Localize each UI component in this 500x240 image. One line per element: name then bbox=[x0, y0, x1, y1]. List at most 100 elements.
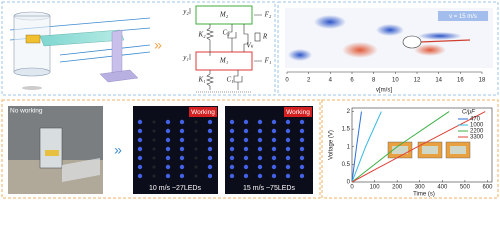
y-tick-label: 0 bbox=[347, 180, 351, 186]
x-tick-label: 600 bbox=[482, 185, 493, 191]
led bbox=[207, 173, 213, 179]
led bbox=[285, 137, 291, 143]
led bbox=[194, 165, 198, 169]
diagram-label: F₂ bbox=[264, 11, 272, 19]
legend-label: 2200 bbox=[470, 129, 484, 135]
panel-frame bbox=[1, 99, 321, 199]
y-axis-label: Voltage (V) bbox=[329, 130, 335, 160]
flow-tick-label: 10 bbox=[392, 78, 399, 84]
diagram-label: F₁ bbox=[264, 57, 272, 65]
led bbox=[194, 120, 198, 124]
led bbox=[207, 137, 213, 143]
led bbox=[243, 137, 249, 143]
inset-screen bbox=[422, 146, 438, 154]
led bbox=[285, 128, 291, 134]
led bbox=[179, 119, 185, 125]
panel-frame bbox=[1, 1, 276, 96]
led bbox=[271, 137, 277, 143]
diagram-label: K₂ bbox=[197, 31, 206, 39]
led bbox=[179, 128, 185, 134]
led bbox=[257, 137, 263, 143]
diagram-label: C₂ bbox=[222, 29, 230, 37]
led bbox=[299, 128, 305, 134]
led bbox=[285, 164, 291, 170]
diagram-label: R bbox=[262, 33, 268, 41]
led bbox=[243, 173, 249, 179]
legend-label: 3300 bbox=[470, 135, 484, 141]
flow-tick-label: 2 bbox=[307, 78, 311, 84]
led bbox=[229, 119, 235, 125]
plot-area bbox=[351, 107, 493, 183]
led bbox=[243, 164, 249, 170]
led bbox=[299, 119, 305, 125]
y-tick-label: 1 bbox=[347, 144, 351, 150]
led bbox=[271, 173, 277, 179]
spring-mass bbox=[189, 5, 262, 93]
series-line bbox=[351, 111, 382, 183]
legend-label: 1000 bbox=[470, 123, 484, 129]
led bbox=[271, 128, 277, 134]
x-tick-label: 200 bbox=[392, 185, 403, 191]
series-line bbox=[351, 111, 362, 183]
led bbox=[137, 164, 143, 170]
led bbox=[229, 173, 235, 179]
led bbox=[194, 147, 198, 151]
led bbox=[271, 119, 277, 125]
figure: » v = 15 m/s v[m/s] bbox=[1, 1, 499, 199]
diagram-label: K₁ bbox=[197, 76, 205, 84]
led bbox=[137, 155, 143, 161]
x-tick-label: 300 bbox=[415, 185, 426, 191]
led bbox=[137, 128, 143, 134]
y-tick-label: 1.5 bbox=[342, 127, 351, 133]
led bbox=[299, 164, 305, 170]
led bbox=[179, 164, 185, 170]
led bbox=[243, 119, 249, 125]
x-tick-label: 100 bbox=[370, 185, 381, 191]
flow-axis-label: v[m/s] bbox=[376, 88, 392, 94]
diagram-label: y₂ bbox=[182, 8, 189, 16]
led bbox=[152, 138, 156, 142]
led bbox=[165, 137, 171, 143]
y-tick-label: 0.5 bbox=[342, 162, 351, 168]
led bbox=[194, 129, 198, 133]
device-schematic bbox=[9, 11, 151, 90]
status-label: Working bbox=[286, 109, 310, 116]
led bbox=[137, 146, 143, 152]
led bbox=[137, 119, 143, 125]
led bbox=[229, 128, 235, 134]
led bbox=[257, 164, 263, 170]
x-tick-label: 500 bbox=[460, 185, 471, 191]
led bbox=[299, 173, 305, 179]
flow-tick-label: 14 bbox=[435, 78, 442, 84]
x-axis-label: Time (s) bbox=[413, 192, 435, 198]
led bbox=[271, 155, 277, 161]
led bbox=[152, 147, 156, 151]
led bbox=[194, 174, 198, 178]
led bbox=[229, 146, 235, 152]
led bbox=[179, 155, 185, 161]
led bbox=[257, 119, 263, 125]
led bbox=[165, 119, 171, 125]
led bbox=[257, 155, 263, 161]
flow-tick-label: 18 bbox=[479, 78, 486, 84]
led bbox=[137, 173, 143, 179]
led bbox=[229, 137, 235, 143]
led bbox=[165, 155, 171, 161]
led bbox=[257, 146, 263, 152]
inset-screen bbox=[392, 146, 408, 154]
led bbox=[152, 156, 156, 160]
led bbox=[285, 119, 291, 125]
inset-screen bbox=[450, 146, 466, 154]
led bbox=[165, 128, 171, 134]
photo-label: No working bbox=[10, 108, 43, 115]
page: { "diagram": { "labels": ["M₂", "M₁", "K… bbox=[0, 0, 500, 200]
diagram-label: Vₖ bbox=[246, 42, 254, 50]
led bbox=[299, 155, 305, 161]
legend-title: C/μF bbox=[462, 110, 475, 116]
led bbox=[271, 164, 277, 170]
led bbox=[152, 129, 156, 133]
led bbox=[229, 164, 235, 170]
diagram-label: M₂ bbox=[219, 11, 229, 19]
led bbox=[152, 174, 156, 178]
led bbox=[194, 156, 198, 160]
